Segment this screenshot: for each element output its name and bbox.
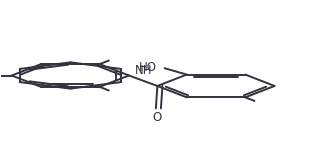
- Text: NH: NH: [135, 64, 152, 77]
- Text: O: O: [153, 111, 162, 124]
- Text: HO: HO: [139, 61, 157, 74]
